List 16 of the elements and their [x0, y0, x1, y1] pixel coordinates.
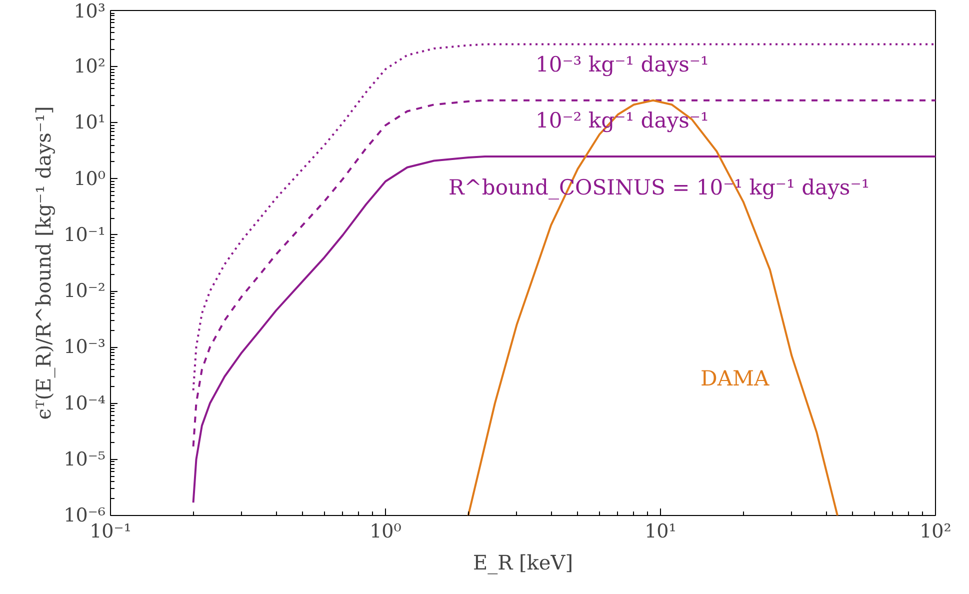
y-tick-label: 10³	[74, 0, 106, 22]
x-axis-title: E_R [keV]	[472, 550, 574, 574]
y-tick-label: 10⁻¹	[64, 224, 106, 246]
series-label: DAMA	[700, 366, 770, 390]
y-axis-title: ϵᵀ(E_R)/R^bound [kg⁻¹ days⁻¹]	[32, 106, 56, 420]
y-tick-label: 10²	[74, 56, 106, 78]
x-tick-label: 10⁰	[370, 520, 402, 542]
y-tick-label: 10⁻²	[64, 280, 106, 302]
y-tick-label: 10⁻⁴	[64, 392, 106, 414]
y-tick-label: 10⁻³	[64, 336, 106, 358]
y-tick-label: 10⁻⁵	[64, 448, 106, 470]
x-tick-label: 10²	[920, 520, 952, 542]
y-tick-label: 10¹	[74, 112, 106, 134]
x-tick-label: 10¹	[644, 520, 676, 542]
series-label: 10⁻³ kg⁻¹ days⁻¹	[536, 52, 709, 76]
y-tick-label: 10⁰	[74, 168, 106, 190]
